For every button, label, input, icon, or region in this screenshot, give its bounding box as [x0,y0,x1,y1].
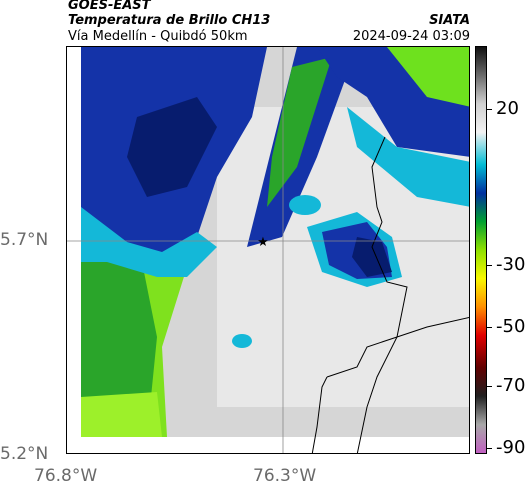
colorbar-tick-minus30 [487,265,492,266]
cloud-cyan-northwest [81,207,217,277]
colorbar-label-minus30: -30 [496,254,526,275]
colorbar-tick-20 [487,109,492,110]
map-canvas: ★ [67,47,469,453]
lon-tick-76-8: 76.8°W [34,466,98,486]
cloud-puff-2 [232,334,252,348]
cloud-green-core [81,257,157,437]
satellite-map[interactable]: ★ [66,46,470,454]
colorbar-label-20: 20 [496,98,519,119]
cloud-core-northwest [127,97,217,197]
lat-tick-5-2: 5.2°N [0,444,49,464]
border-line-east [356,136,408,453]
location-star: ★ [257,235,269,250]
lat-tick-5-7: 5.7°N [0,230,49,250]
no-data-left [67,47,81,453]
cloud-puff-1 [289,195,321,215]
colorbar-label-minus70: -70 [496,375,526,396]
lon-tick-76-3: 76.3°W [253,466,317,486]
cloud-cell-core [352,237,392,277]
colorbar-tick-minus90 [487,448,492,449]
agency-label: SIATA [429,13,470,28]
region-subtitle: Vía Medellín - Quibdó 50km [68,29,248,44]
colorbar-tick-minus70 [487,386,492,387]
cloud-northeast-green [387,47,469,107]
colorbar-label-minus90: -90 [496,437,526,458]
datetime-label: 2024-09-24 03:09 [352,29,470,44]
product-title: Temperatura de Brillo CH13 [68,13,271,28]
colorbar-label-minus50: -50 [496,316,526,337]
border-line-south [326,316,469,378]
cloud-northeast-cyan [347,107,469,207]
colorbar [475,46,487,454]
satellite-title: GOES-EAST [68,0,151,13]
no-data-bottom [67,437,469,453]
colorbar-tick-minus50 [487,327,492,328]
border-line-southwest [311,376,328,453]
cloud-lime-bottom [81,392,162,437]
